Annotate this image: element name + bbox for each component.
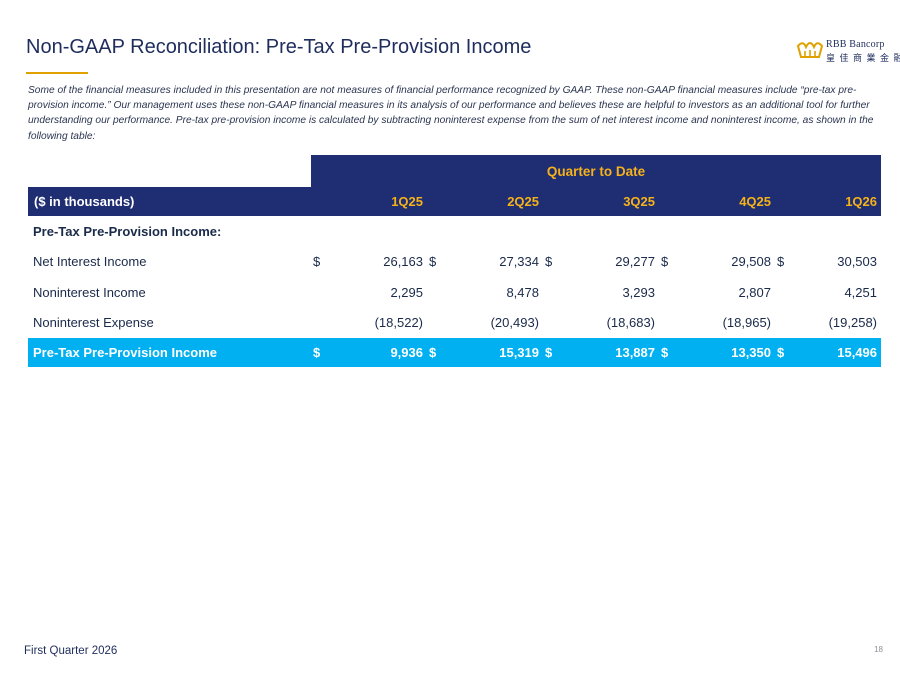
cell-value: (20,493) [490,315,539,331]
section-label: Pre-Tax Pre-Provision Income: [33,223,222,239]
pptpi-table: Quarter to Date ($ in thousands) 1Q25 2Q… [28,155,881,367]
units-label: ($ in thousands) [28,187,311,216]
row-label: Noninterest Income [33,284,146,300]
group-header-row: Quarter to Date [28,155,881,187]
row-label: Noninterest Expense [33,315,154,331]
total-value: 13,887 [565,338,659,367]
cell-value: (18,965) [722,315,771,331]
currency-symbol [659,277,681,308]
total-value: 9,936 [333,338,427,367]
cell-value: 4,251 [844,284,877,300]
currency-symbol [543,308,565,339]
cell-value: (19,258) [828,315,877,331]
currency-symbol [543,277,565,308]
currency-symbol: $ [543,338,565,367]
cell-value: 2,295 [390,284,423,300]
currency-symbol: $ [661,254,669,270]
table-row: Net Interest Income $ 26,163 $ 27,334 $ … [28,247,881,278]
period-header: 1Q26 [775,187,881,216]
company-logo: RBB Bancorp 皇 佳 商 業 金 融 [796,38,900,64]
currency-symbol [775,277,797,308]
period-header: 2Q25 [427,187,543,216]
currency-symbol: $ [777,254,785,270]
cell-value: 3,293 [622,284,655,300]
total-value: 15,319 [449,338,543,367]
currency-symbol: $ [427,338,449,367]
currency-symbol: $ [775,338,797,367]
currency-symbol [311,308,333,339]
cell-value: 27,334 [499,254,539,270]
currency-symbol: $ [545,254,553,270]
column-header-row: ($ in thousands) 1Q25 2Q25 3Q25 4Q25 1Q2… [28,187,881,216]
crown-logo-icon [796,42,824,58]
currency-symbol: $ [313,254,321,270]
currency-symbol: $ [429,254,437,270]
total-value: 13,350 [681,338,775,367]
total-value: 15,496 [797,338,881,367]
cell-value: 2,807 [738,284,771,300]
cell-value: 30,503 [837,254,877,270]
table-row: Noninterest Expense (18,522) (20,493) (1… [28,308,881,339]
period-header: 4Q25 [659,187,775,216]
cell-value: 8,478 [506,284,539,300]
cell-value: (18,522) [374,315,423,331]
currency-symbol: $ [659,338,681,367]
currency-symbol [775,308,797,339]
page-title: Non-GAAP Reconciliation: Pre-Tax Pre-Pro… [26,36,532,58]
page-number: 18 [874,645,883,654]
currency-symbol [659,308,681,339]
row-label: Net Interest Income [33,254,147,270]
period-header: 1Q25 [311,187,427,216]
currency-symbol [311,277,333,308]
currency-symbol [427,277,449,308]
currency-symbol [427,308,449,339]
cell-value: 29,277 [615,254,655,270]
group-header: Quarter to Date [311,155,881,187]
cell-value: 29,508 [731,254,771,270]
footer-period: First Quarter 2026 [24,645,118,657]
total-label: Pre-Tax Pre-Provision Income [28,338,311,367]
section-row: Pre-Tax Pre-Provision Income: [28,216,881,247]
total-row: Pre-Tax Pre-Provision Income $ 9,936 $ 1… [28,338,881,367]
title-underline [26,72,88,74]
logo-name: RBB Bancorp [826,39,885,50]
logo-subtitle: 皇 佳 商 業 金 融 [826,53,900,63]
table-row: Noninterest Income 2,295 8,478 3,293 2,8… [28,277,881,308]
cell-value: (18,683) [606,315,655,331]
cell-value: 26,163 [383,254,423,270]
intro-paragraph: Some of the financial measures included … [28,85,874,142]
period-header: 3Q25 [543,187,659,216]
currency-symbol: $ [311,338,333,367]
